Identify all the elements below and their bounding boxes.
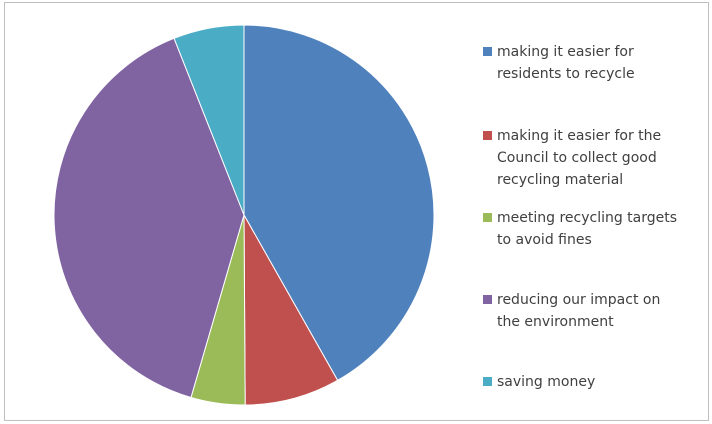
legend-text-line: reducing our impact on: [497, 292, 661, 308]
legend-swatch-targets: [483, 213, 492, 222]
legend-text-line: residents to recycle: [497, 66, 635, 82]
legend-label-residents: making it easier for residents to recycl…: [497, 41, 711, 85]
chart-area: making it easier for residents to recycl…: [4, 2, 709, 421]
legend-swatch-council: [483, 131, 492, 140]
legend-swatch-environment: [483, 295, 492, 304]
legend-swatch-money: [483, 377, 492, 386]
legend-text-line: the environment: [497, 314, 614, 330]
legend-text-line: recycling material: [497, 172, 624, 188]
pie-slice-residents: [243, 24, 435, 382]
legend-label-environment: reducing our impact on the environment: [497, 289, 711, 333]
legend-text-line: making it easier for: [497, 44, 634, 60]
legend-text-line: Council to collect good: [497, 150, 657, 166]
legend-label-money: saving money: [497, 371, 711, 393]
legend-text-line: meeting recycling targets: [497, 210, 678, 226]
legend-swatch-residents: [483, 47, 492, 56]
legend-text-line: saving money: [497, 374, 596, 390]
legend-text-line: making it easier for the: [497, 128, 662, 144]
legend-label-council: making it easier for the Council to coll…: [497, 125, 711, 191]
pie-slice-money: [173, 24, 245, 216]
pie-slice-environment: [53, 37, 245, 399]
pie-chart: [53, 24, 435, 406]
legend-label-targets: meeting recycling targets to avoid fines: [497, 207, 711, 251]
legend-text-line: to avoid fines: [497, 232, 592, 248]
pie-slice-council: [243, 213, 339, 406]
